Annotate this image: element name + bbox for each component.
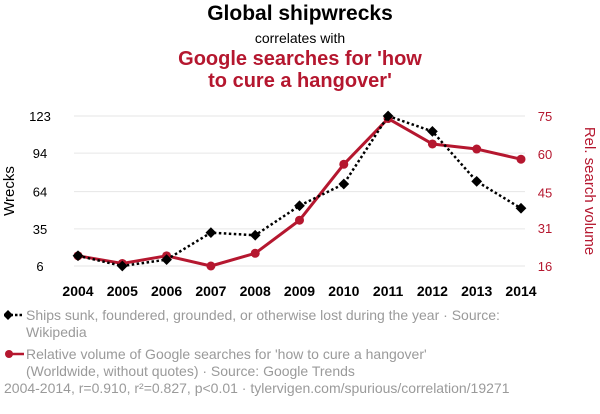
left-axis-tick-label: 94: [33, 146, 47, 161]
data-point-ships: [471, 176, 483, 187]
x-axis-tick-label: 2012: [417, 283, 448, 299]
chart-subtitle: correlates with: [254, 30, 346, 46]
x-axis-tick-label: 2010: [328, 283, 359, 299]
chart-title-secondary-line2: to cure a hangover': [208, 70, 392, 92]
data-point-searches: [472, 144, 482, 154]
legend-label-ships-line2: Wikipedia: [26, 324, 87, 340]
x-axis-tick-label: 2006: [151, 283, 182, 299]
data-point-ships: [515, 202, 527, 214]
series-line-ships: [77, 114, 522, 268]
x-axis-tick-label: 2005: [107, 283, 138, 299]
legend-label-searches-line2: (Worldwide, without quotes) · Source: Go…: [26, 363, 355, 379]
left-axis-tick-label: 35: [33, 222, 47, 237]
chart-title-secondary-line1: Google searches for 'how: [178, 48, 422, 70]
data-point-ships: [338, 178, 350, 190]
right-axis-tick-label: 31: [538, 221, 552, 236]
x-axis-tick-label: 2009: [284, 283, 315, 299]
left-axis-tick-label: 6: [36, 259, 43, 274]
data-point-searches: [516, 154, 526, 164]
x-axis-tick-label: 2013: [461, 283, 492, 299]
x-axis-tick-label: 2011: [373, 283, 404, 299]
x-axis-tick-label: 2004: [62, 283, 93, 299]
data-point-searches: [295, 215, 304, 225]
data-point-searches: [250, 248, 260, 258]
left-axis-tick-label: 123: [29, 109, 51, 124]
left-axis-tick-label: 64: [33, 185, 47, 200]
x-axis-tick-label: 2007: [195, 283, 226, 299]
right-axis-tick-label: 60: [538, 147, 552, 162]
legend-label-ships-line1: Ships sunk, foundered, grounded, or othe…: [26, 307, 500, 323]
right-axis-tick-label: 75: [538, 109, 552, 124]
left-axis-label: Wrecks: [1, 166, 18, 216]
data-point-ships: [294, 200, 305, 212]
legend-label-searches-line1: Relative volume of Google searches for '…: [26, 346, 427, 362]
right-axis-label: Rel. search volume: [581, 127, 598, 255]
x-axis-tick-label: 2014: [505, 283, 536, 299]
data-point-searches: [339, 159, 349, 169]
chart-title-secondary: Google searches for 'how to cure a hango…: [0, 48, 600, 92]
x-axis-tick-label: 2008: [240, 283, 271, 299]
data-point-searches: [206, 261, 216, 271]
right-axis-tick-label: 45: [538, 185, 552, 200]
right-axis-tick-label: 16: [538, 259, 552, 274]
series-line-searches: [77, 117, 522, 268]
data-point-searches: [427, 139, 437, 149]
legend-item-ships: Ships sunk, foundered, grounded, or othe…: [3, 307, 500, 341]
footer-stats: 2004-2014, r=0.910, r²=0.827, p<0.01 · t…: [4, 380, 510, 396]
data-point-ships: [72, 250, 84, 262]
chart-title: Global shipwrecks: [207, 2, 393, 25]
legend-swatch-ships: [3, 307, 26, 323]
legend-item-searches: Relative volume of Google searches for '…: [4, 346, 427, 380]
legend-swatch-searches: [4, 346, 26, 362]
